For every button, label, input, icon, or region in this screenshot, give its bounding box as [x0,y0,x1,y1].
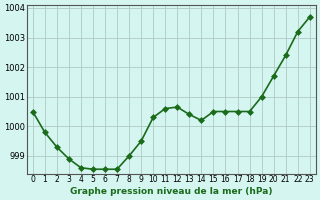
X-axis label: Graphe pression niveau de la mer (hPa): Graphe pression niveau de la mer (hPa) [70,187,273,196]
